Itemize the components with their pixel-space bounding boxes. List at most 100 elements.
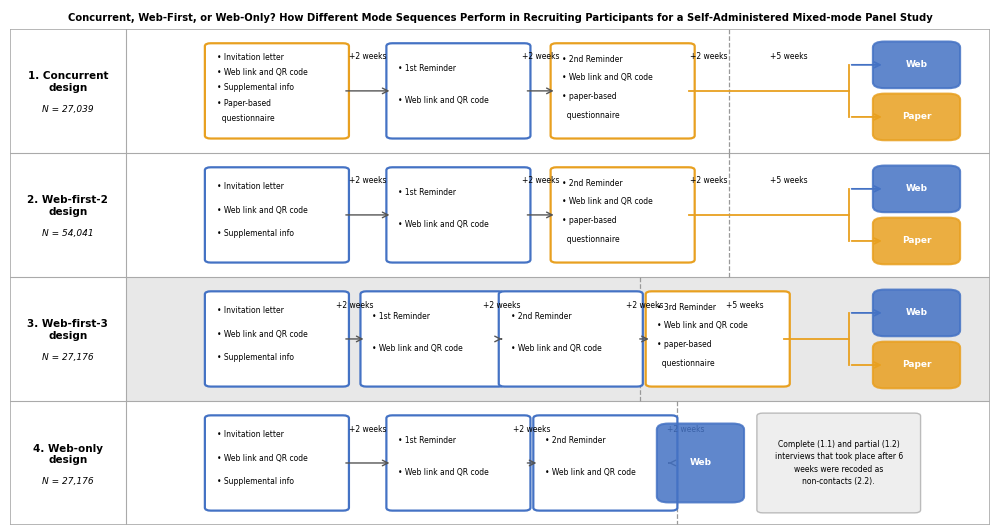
Text: • 1st Reminder: • 1st Reminder: [398, 436, 456, 445]
Text: 1. Concurrent
design: 1. Concurrent design: [28, 71, 108, 93]
Text: • 2nd Reminder: • 2nd Reminder: [562, 179, 623, 188]
Text: +2 weeks: +2 weeks: [522, 176, 559, 185]
Bar: [126, 401, 990, 525]
FancyBboxPatch shape: [551, 167, 695, 262]
Text: • Web link and QR code: • Web link and QR code: [398, 468, 489, 477]
FancyBboxPatch shape: [360, 291, 505, 386]
Text: +5 weeks: +5 weeks: [770, 52, 808, 61]
Bar: [10, 401, 126, 525]
Text: +2 weeks: +2 weeks: [349, 52, 386, 61]
Text: +2 weeks: +2 weeks: [690, 52, 728, 61]
FancyBboxPatch shape: [657, 424, 744, 502]
Text: • Invitation letter: • Invitation letter: [217, 430, 284, 439]
Text: 4. Web-only
design: 4. Web-only design: [33, 444, 103, 465]
Text: Paper: Paper: [902, 236, 931, 246]
Bar: [126, 153, 990, 277]
Text: Concurrent, Web-First, or Web-Only? How Different Mode Sequences Perform in Recr: Concurrent, Web-First, or Web-Only? How …: [68, 13, 932, 23]
Text: • Web link and QR code: • Web link and QR code: [398, 96, 489, 105]
FancyBboxPatch shape: [873, 41, 960, 88]
FancyBboxPatch shape: [386, 43, 530, 139]
Text: N = 27,176: N = 27,176: [42, 353, 94, 362]
FancyBboxPatch shape: [551, 43, 695, 139]
FancyBboxPatch shape: [386, 415, 530, 511]
Text: +2 weeks: +2 weeks: [336, 300, 373, 310]
Text: • Invitation letter: • Invitation letter: [217, 182, 284, 191]
Bar: [10, 153, 126, 277]
FancyBboxPatch shape: [533, 415, 677, 511]
Text: • 2nd Reminder: • 2nd Reminder: [562, 55, 623, 64]
Text: +2 weeks: +2 weeks: [349, 425, 386, 434]
FancyBboxPatch shape: [646, 291, 790, 386]
Text: 2. Web-first-2
design: 2. Web-first-2 design: [27, 195, 108, 217]
Text: +2 weeks: +2 weeks: [667, 425, 705, 434]
Text: • Web link and QR code: • Web link and QR code: [511, 344, 601, 353]
FancyBboxPatch shape: [386, 167, 530, 262]
Text: N = 27,176: N = 27,176: [42, 477, 94, 486]
Text: • Web link and QR code: • Web link and QR code: [217, 330, 307, 339]
Text: +2 weeks: +2 weeks: [522, 52, 559, 61]
FancyBboxPatch shape: [205, 415, 349, 511]
Text: • Web link and QR code: • Web link and QR code: [372, 344, 463, 353]
Text: • Web link and QR code: • Web link and QR code: [217, 206, 307, 215]
Text: • Invitation letter: • Invitation letter: [217, 306, 284, 315]
Text: • 1st Reminder: • 1st Reminder: [398, 64, 456, 73]
Bar: [10, 277, 126, 401]
Text: • Web link and QR code: • Web link and QR code: [562, 197, 653, 206]
Text: Web: Web: [689, 458, 711, 467]
Text: +2 weeks: +2 weeks: [349, 176, 386, 185]
Text: • Paper-based: • Paper-based: [217, 99, 271, 108]
Text: Paper: Paper: [902, 361, 931, 370]
Bar: [10, 29, 126, 153]
Text: Complete (1.1) and partial (1.2)
interviews that took place after 6
weeks were r: Complete (1.1) and partial (1.2) intervi…: [775, 440, 903, 486]
Text: • Web link and QR code: • Web link and QR code: [657, 321, 748, 330]
FancyBboxPatch shape: [205, 167, 349, 262]
Text: questionnaire: questionnaire: [217, 114, 274, 123]
Text: • Web link and QR code: • Web link and QR code: [562, 74, 653, 82]
Text: Web: Web: [906, 60, 928, 69]
FancyBboxPatch shape: [873, 93, 960, 140]
Text: • Supplemental info: • Supplemental info: [217, 353, 294, 362]
FancyBboxPatch shape: [873, 165, 960, 212]
FancyBboxPatch shape: [499, 291, 643, 386]
Text: • 2nd Reminder: • 2nd Reminder: [545, 436, 606, 445]
Text: • Supplemental info: • Supplemental info: [217, 229, 294, 238]
Text: • Supplemental info: • Supplemental info: [217, 477, 294, 486]
FancyBboxPatch shape: [873, 218, 960, 264]
Text: +5 weeks: +5 weeks: [770, 176, 808, 185]
FancyBboxPatch shape: [205, 291, 349, 386]
Text: • Supplemental info: • Supplemental info: [217, 83, 294, 92]
Text: • paper-based: • paper-based: [562, 216, 617, 225]
Text: questionnaire: questionnaire: [562, 111, 620, 120]
Text: • Web link and QR code: • Web link and QR code: [398, 220, 489, 229]
Text: • 3rd Reminder: • 3rd Reminder: [657, 303, 716, 312]
Text: • 1st Reminder: • 1st Reminder: [372, 312, 430, 321]
Text: +2 weeks: +2 weeks: [626, 300, 663, 310]
Text: • 1st Reminder: • 1st Reminder: [398, 188, 456, 197]
Text: Web: Web: [906, 308, 928, 318]
FancyBboxPatch shape: [873, 290, 960, 336]
Text: +2 weeks: +2 weeks: [690, 176, 728, 185]
Bar: [126, 29, 990, 153]
Text: +5 weeks: +5 weeks: [726, 300, 763, 310]
Text: • paper-based: • paper-based: [562, 92, 617, 101]
Text: • Invitation letter: • Invitation letter: [217, 52, 284, 61]
FancyBboxPatch shape: [873, 342, 960, 388]
Text: • 2nd Reminder: • 2nd Reminder: [511, 312, 571, 321]
Text: Paper: Paper: [902, 112, 931, 121]
Text: • Web link and QR code: • Web link and QR code: [217, 454, 307, 463]
Bar: [126, 277, 990, 401]
FancyBboxPatch shape: [205, 43, 349, 139]
Text: • Web link and QR code: • Web link and QR code: [217, 68, 307, 77]
Text: N = 27,039: N = 27,039: [42, 105, 94, 114]
Text: 3. Web-first-3
design: 3. Web-first-3 design: [27, 320, 108, 341]
Text: Web: Web: [906, 184, 928, 193]
Text: questionnaire: questionnaire: [657, 359, 715, 368]
Text: questionnaire: questionnaire: [562, 235, 620, 244]
Text: • Web link and QR code: • Web link and QR code: [545, 468, 636, 477]
Text: +2 weeks: +2 weeks: [513, 425, 551, 434]
Text: +2 weeks: +2 weeks: [483, 300, 520, 310]
FancyBboxPatch shape: [757, 413, 921, 513]
Text: N = 54,041: N = 54,041: [42, 229, 94, 238]
Text: • paper-based: • paper-based: [657, 340, 712, 349]
